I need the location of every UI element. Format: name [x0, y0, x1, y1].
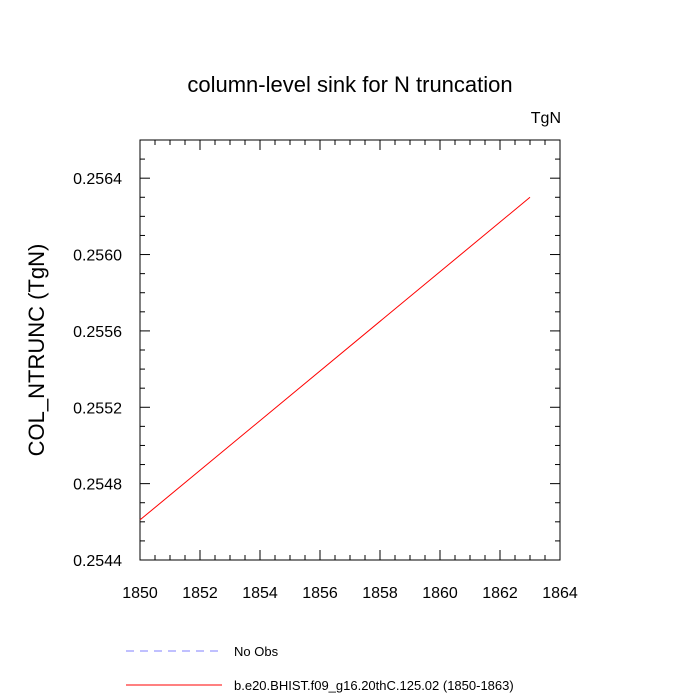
x-tick-label: 1854	[242, 585, 278, 602]
x-tick-label: 1862	[482, 585, 518, 602]
x-tick-label: 1856	[302, 585, 338, 602]
y-tick-label: 0.2556	[73, 324, 122, 341]
units-label: TgN	[531, 110, 561, 127]
y-tick-label: 0.2564	[73, 171, 122, 188]
y-tick-label: 0.2560	[73, 248, 122, 265]
legend-label-1: b.e20.BHIST.f09_g16.20thC.125.02 (1850-1…	[234, 678, 514, 693]
x-tick-label: 1858	[362, 585, 398, 602]
x-tick-label: 1860	[422, 585, 458, 602]
ticks-layer	[139, 139, 561, 561]
tick-labels-layer: 1850 1852 1854 1856 1858 1860 1862 1864 0.2544 0.…	[73, 171, 578, 602]
chart-title: column-level sink for N truncation	[187, 72, 512, 97]
x-tick-label: 1852	[182, 585, 218, 602]
legend: No Obs b.e20.BHIST.f09_g16.20thC.125.02 (…	[126, 644, 514, 693]
y-tick-label: 0.2544	[73, 553, 122, 570]
x-tick-label: 1850	[122, 585, 158, 602]
plot-frame	[139, 139, 561, 561]
y-tick-label: 0.2548	[73, 477, 122, 494]
y-tick-label: 0.2552	[73, 400, 122, 417]
x-tick-label: 1864	[542, 585, 578, 602]
y-axis-label: COL_NTRUNC (TgN)	[24, 244, 49, 457]
series-layer	[139, 196, 531, 521]
series-line-1	[139, 196, 531, 521]
legend-label-0: No Obs	[234, 644, 279, 659]
